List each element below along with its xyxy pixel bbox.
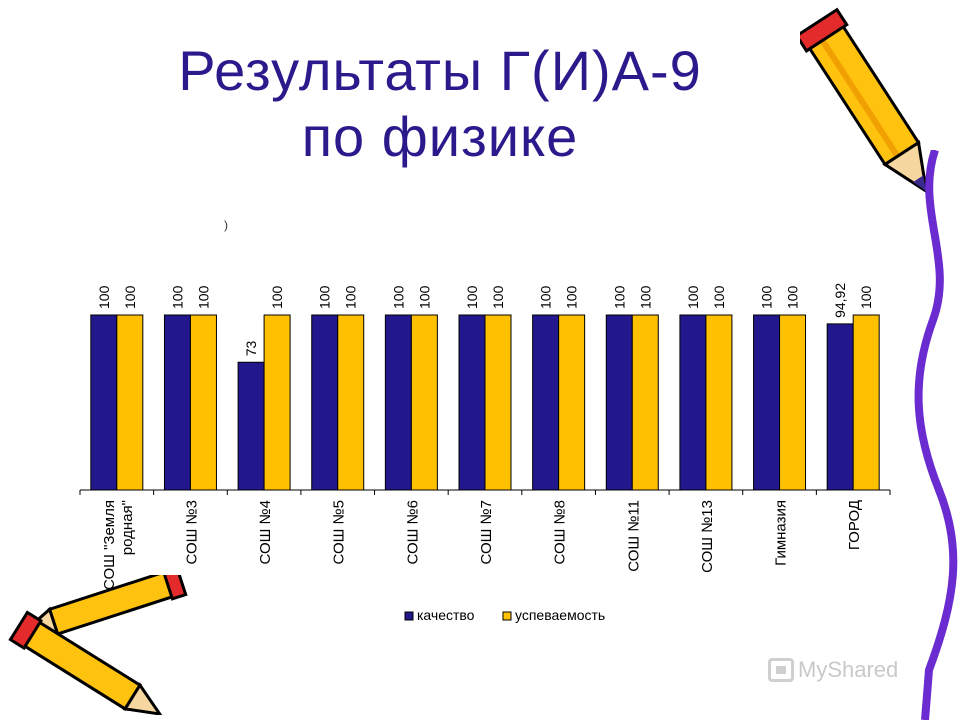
bar-quality: [826, 323, 854, 491]
category-label: Гимназия: [773, 500, 790, 566]
bar-quality: [532, 314, 560, 491]
bar-quality: [679, 314, 707, 491]
bar-success: [852, 314, 880, 491]
data-label: 100: [858, 285, 874, 309]
data-label: 100: [538, 285, 554, 309]
pencil-icon: [800, 7, 929, 195]
bar-success: [779, 314, 807, 491]
category-label: СОШ №11: [625, 500, 642, 572]
title-line-2: по физике: [301, 105, 579, 168]
bar-quality: [753, 314, 781, 491]
bar-quality: [311, 314, 339, 491]
bar-quality: [458, 314, 486, 491]
watermark-text: MyShared: [798, 657, 899, 682]
wavy-stripe-icon: [914, 150, 958, 720]
data-label: 100: [685, 285, 701, 309]
bar-success: [705, 314, 733, 491]
category-label: СОШ №6: [404, 500, 421, 565]
bar-success: [558, 314, 586, 491]
watermark: MyShared: [768, 657, 898, 683]
bar-success: [263, 314, 291, 491]
presentation-icon: [768, 658, 794, 682]
data-label: 100: [169, 285, 185, 309]
data-label: 100: [390, 285, 406, 309]
category-label: ГОРОД: [846, 500, 863, 550]
bar-quality: [605, 314, 633, 491]
data-label: 73: [243, 340, 259, 356]
category-label: СОШ №4: [257, 500, 274, 565]
category-label: СОШ №8: [552, 500, 569, 565]
title-line-1: Результаты Г(И)А-9: [178, 39, 702, 102]
category-label: СОШ №7: [478, 500, 495, 565]
bar-quality: [237, 361, 265, 491]
data-label: 100: [195, 285, 211, 309]
data-label: 100: [490, 285, 506, 309]
legend-swatch: [404, 611, 414, 621]
data-label: 100: [711, 285, 727, 309]
category-label: СОШ №13: [699, 500, 716, 573]
bar-success: [116, 314, 144, 491]
data-label: 100: [464, 285, 480, 309]
bar-success: [410, 314, 438, 491]
bar-quality: [90, 314, 118, 491]
bar-success: [337, 314, 365, 491]
data-label: 100: [785, 285, 801, 309]
data-label: 100: [122, 285, 138, 309]
stray-mark: ): [224, 218, 228, 232]
data-label: 100: [269, 285, 285, 309]
pencils-icon: [8, 575, 188, 715]
bar-quality: [163, 314, 191, 491]
page-title: Результаты Г(И)А-9 по физике: [90, 38, 790, 170]
bar-success: [189, 314, 217, 491]
category-label: СОШ №3: [183, 500, 200, 565]
data-label: 100: [96, 285, 112, 309]
legend-swatch: [502, 611, 512, 621]
data-label: 100: [416, 285, 432, 309]
data-label: 94,92: [832, 283, 848, 318]
legend-label: успеваемость: [515, 607, 605, 623]
data-label: 100: [637, 285, 653, 309]
bar-quality: [384, 314, 412, 491]
data-label: 100: [564, 285, 580, 309]
data-label: 100: [343, 285, 359, 309]
category-label: СОШ "Земляродная": [101, 500, 136, 590]
data-label: 100: [317, 285, 333, 309]
data-label: 100: [611, 285, 627, 309]
category-label: СОШ №5: [331, 500, 348, 565]
bar-success: [631, 314, 659, 491]
bar-success: [484, 314, 512, 491]
data-label: 100: [759, 285, 775, 309]
legend-label: качество: [417, 607, 475, 623]
